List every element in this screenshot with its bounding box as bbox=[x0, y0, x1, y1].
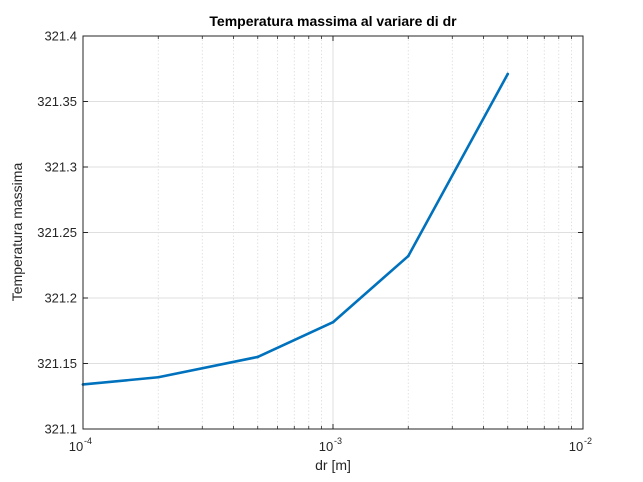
series-line bbox=[81, 72, 510, 386]
y-tick-label: 321.25 bbox=[37, 225, 77, 240]
x-tick-label: 10 bbox=[319, 439, 333, 454]
x-tick-exponent: -2 bbox=[584, 436, 592, 446]
data-point bbox=[331, 320, 335, 324]
tick-labels: 10 -4 10 -3 10 -2321.1321.15321.2321.25321.33… bbox=[37, 29, 592, 455]
y-tick-label: 321.2 bbox=[44, 291, 77, 306]
ticks bbox=[82, 35, 584, 430]
y-tick-label: 321.1 bbox=[44, 422, 77, 437]
y-tick-label: 321.15 bbox=[37, 356, 77, 371]
data-point bbox=[506, 72, 510, 76]
x-tick-exponent: -4 bbox=[84, 436, 92, 446]
data-point bbox=[156, 375, 160, 379]
y-axis-label: Temperatura massima bbox=[9, 163, 25, 302]
series-layer bbox=[81, 72, 510, 386]
x-tick-label: 10 bbox=[69, 439, 83, 454]
x-tick-exponent: -3 bbox=[334, 436, 342, 446]
y-tick-label: 321.3 bbox=[44, 160, 77, 175]
data-point bbox=[406, 254, 410, 258]
x-tick-label: 10 bbox=[569, 439, 583, 454]
chart-title: Temperatura massima al variare di dr bbox=[209, 13, 457, 29]
y-tick-label: 321.35 bbox=[37, 94, 77, 109]
data-point bbox=[256, 355, 260, 359]
y-tick-label: 321.4 bbox=[44, 29, 77, 44]
x-axis-label: dr [m] bbox=[315, 457, 351, 473]
